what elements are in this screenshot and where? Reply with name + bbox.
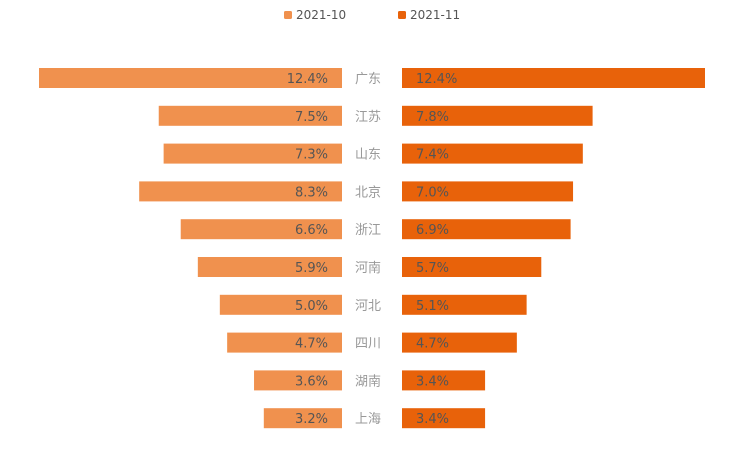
value-label-right-7: 4.7% — [416, 337, 449, 352]
bar-left-0 — [39, 68, 342, 88]
value-label-right-8: 3.4% — [416, 374, 449, 389]
value-label-right-3: 7.0% — [416, 185, 449, 200]
category-label-1: 江苏 — [355, 109, 381, 125]
bar-left-2 — [163, 143, 342, 164]
legend-1-label: 2021-11 — [410, 8, 460, 22]
value-label-left-7: 4.7% — [295, 337, 328, 352]
category-label-2: 山东 — [355, 148, 381, 163]
bar-left-9 — [263, 408, 342, 429]
value-label-right-9: 3.4% — [416, 412, 449, 427]
value-label-left-0: 12.4% — [287, 72, 328, 87]
bar-right-2 — [402, 143, 583, 164]
bar-left-4 — [180, 219, 342, 240]
category-label-0: 广东 — [355, 72, 381, 87]
value-label-right-6: 5.1% — [416, 299, 449, 314]
value-label-left-8: 3.6% — [295, 374, 328, 389]
bar-left-3 — [139, 181, 342, 202]
bar-right-6 — [402, 294, 527, 315]
bar-left-8 — [254, 370, 342, 391]
value-label-left-5: 5.9% — [295, 261, 328, 276]
category-label-5: 河南 — [355, 260, 381, 276]
value-label-left-9: 3.2% — [295, 412, 328, 427]
value-label-right-5: 5.7% — [416, 261, 449, 276]
bar-left-1 — [158, 105, 342, 126]
legend-1-swatch — [398, 11, 406, 19]
bar-right-0 — [402, 68, 705, 88]
bar-right-5 — [402, 257, 542, 277]
category-label-6: 河北 — [355, 299, 381, 314]
category-label-8: 湖南 — [355, 373, 381, 389]
bar-right-1 — [402, 105, 593, 126]
bar-left-7 — [227, 332, 342, 353]
value-label-left-4: 6.6% — [295, 223, 328, 238]
value-label-left-6: 5.0% — [295, 299, 328, 314]
value-label-right-1: 7.8% — [416, 110, 449, 125]
bar-right-3 — [402, 181, 574, 202]
category-label-4: 浙江 — [355, 223, 381, 238]
value-label-left-2: 7.3% — [295, 148, 328, 163]
bar-right-9 — [402, 408, 486, 429]
value-label-right-0: 12.4% — [416, 72, 457, 87]
legend-0-swatch — [284, 11, 292, 19]
bar-right-4 — [402, 219, 571, 240]
value-label-right-4: 6.9% — [416, 223, 449, 238]
category-label-3: 北京 — [355, 185, 381, 200]
category-label-9: 上海 — [355, 412, 381, 427]
value-label-left-1: 7.5% — [295, 110, 328, 125]
bar-right-7 — [402, 332, 517, 353]
value-label-left-3: 8.3% — [295, 185, 328, 200]
bar-left-5 — [197, 257, 342, 277]
category-label-7: 四川 — [355, 337, 381, 352]
legend-0-label: 2021-10 — [296, 8, 346, 22]
bar-right-8 — [402, 370, 486, 391]
bar-left-6 — [219, 294, 342, 315]
value-label-right-2: 7.4% — [416, 148, 449, 163]
